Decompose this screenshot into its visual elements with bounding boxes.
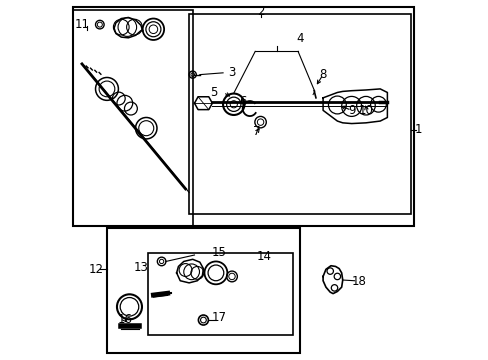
Bar [148,253,292,336]
Text: 9: 9 [347,104,355,117]
Text: 4: 4 [296,32,303,45]
Text: 6: 6 [239,95,246,108]
Text: 13: 13 [133,261,148,274]
Text: 7: 7 [253,125,260,138]
Text: 5: 5 [210,86,217,99]
Text: 18: 18 [351,275,366,288]
Text: 2: 2 [256,5,264,18]
Bar [73,10,192,226]
Text: 16: 16 [117,313,132,326]
Text: 8: 8 [319,68,326,81]
Bar [189,14,410,214]
Text: 3: 3 [228,66,235,79]
Text: 15: 15 [212,246,226,258]
Text: 11: 11 [74,18,89,31]
Text: 17: 17 [212,311,226,324]
Text: 12: 12 [88,263,103,276]
Bar [107,228,299,353]
Bar [73,7,413,226]
Text: 1: 1 [414,123,422,136]
Text: 10: 10 [358,104,373,117]
Text: 14: 14 [256,250,271,263]
